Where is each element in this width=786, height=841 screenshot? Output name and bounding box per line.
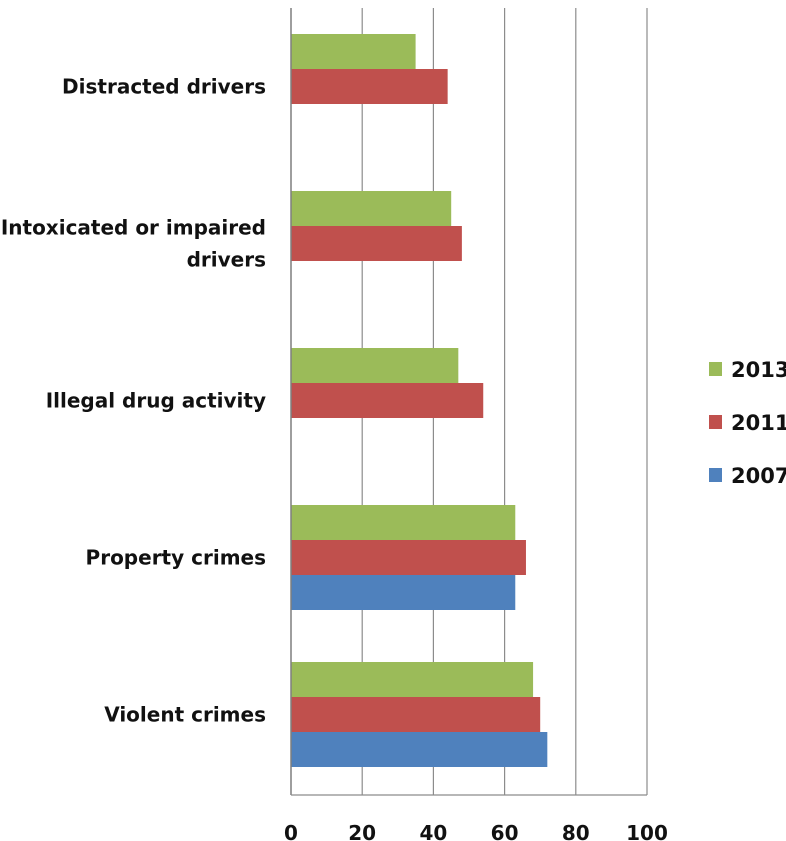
bar-2011: [291, 226, 462, 261]
legend: 2013 2011 2007: [709, 358, 786, 488]
category-label: Intoxicated or impaired drivers: [1, 216, 266, 272]
bar-2011: [291, 69, 448, 104]
bar-2013: [291, 348, 458, 383]
tick-label: 0: [284, 821, 298, 841]
tick-label: 80: [562, 821, 590, 841]
bar-2007: [291, 732, 547, 767]
bar-2007: [291, 575, 515, 610]
legend-swatch: [709, 468, 722, 482]
tick-labels: 0 20 40 60 80 100: [284, 821, 668, 841]
tick-label: 60: [491, 821, 519, 841]
legend-swatch: [709, 362, 722, 376]
tick-label: 40: [419, 821, 447, 841]
legend-label: 2013: [731, 358, 786, 382]
category-label: Violent crimes: [104, 703, 266, 727]
legend-swatch: [709, 415, 722, 429]
bar-2011: [291, 697, 540, 732]
bar-2013: [291, 191, 451, 226]
bar-2011: [291, 540, 526, 575]
legend-label: 2011: [731, 411, 786, 435]
bar-2013: [291, 505, 515, 540]
category-labels: Distracted drivers Intoxicated or impaire…: [1, 75, 266, 727]
tick-label: 100: [626, 821, 668, 841]
bar-2013: [291, 662, 533, 697]
bar-2011: [291, 383, 483, 418]
category-label: Illegal drug activity: [46, 389, 266, 413]
bars: [291, 34, 547, 767]
category-label: Property crimes: [86, 546, 266, 570]
bar-2013: [291, 34, 416, 69]
category-label: Distracted drivers: [62, 75, 266, 99]
legend-label: 2007: [731, 464, 786, 488]
tick-label: 20: [348, 821, 376, 841]
